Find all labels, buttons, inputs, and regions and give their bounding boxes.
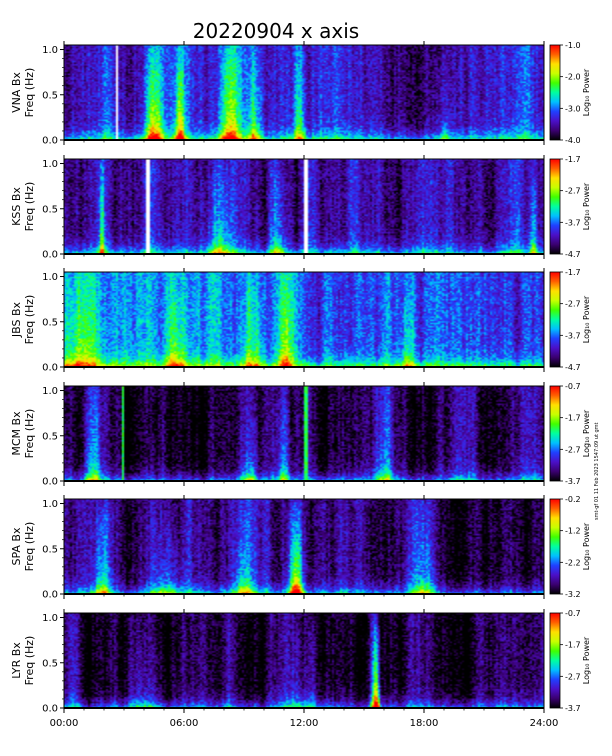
y-axis-label-station: KSS Bx xyxy=(10,187,23,226)
spectrogram-spa xyxy=(64,499,544,594)
colorbar-tick-label: -0.7 xyxy=(565,382,581,391)
x-tick-label: 18:00 xyxy=(410,718,439,729)
colorbar-tick-label: -1.2 xyxy=(565,527,581,536)
spectrogram-lyr xyxy=(64,613,544,708)
colorbar-tick-label: -3.7 xyxy=(565,331,581,340)
y-axis-label-freq: Freq (Hz) xyxy=(23,68,36,118)
colorbar-tick-label: -1.7 xyxy=(565,641,581,650)
y-tick-label: 1.0 xyxy=(42,386,58,397)
panel-mcm: 0.0 0.5 1.0 MCM Bx Freq (Hz) -0.7 -1.7 -2.7 -3.7… xyxy=(10,382,591,488)
colorbar-label: Log₁₀ Power xyxy=(582,636,591,684)
colorbar-tick-label: -2.2 xyxy=(565,558,581,567)
colorbar-tick-label: -3.2 xyxy=(565,590,581,599)
y-tick-label: 1.0 xyxy=(42,613,58,624)
panel-spa: 0.0 0.5 1.0 SPA Bx Freq (Hz) -0.2 -1.2 -2.2 -3.2… xyxy=(10,495,591,601)
spectrogram-mcm xyxy=(64,386,544,481)
colorbar-tick-label: -1.7 xyxy=(565,268,581,277)
x-tick-label: 24:00 xyxy=(530,718,559,729)
colorbar xyxy=(549,612,561,709)
x-tick-label: 12:00 xyxy=(290,718,319,729)
spectrogram-kss xyxy=(64,159,544,254)
y-tick-label: 0.5 xyxy=(42,204,58,215)
colorbar-tick-label: -3.7 xyxy=(565,477,581,486)
colorbar-tick-label: -2.7 xyxy=(565,187,581,196)
figure-title: 20220904 x axis xyxy=(193,19,359,43)
colorbar-tick-label: -1.7 xyxy=(565,414,581,423)
y-tick-label: 0.0 xyxy=(42,477,58,488)
colorbar-tick-label: -0.7 xyxy=(565,609,581,618)
colorbar-tick-label: -3.7 xyxy=(565,218,581,227)
colorbar xyxy=(549,44,561,141)
colorbar-label: Log₁₀ Power xyxy=(582,409,591,457)
y-tick-label: 1.0 xyxy=(42,499,58,510)
y-tick-label: 0.0 xyxy=(42,363,58,374)
y-tick-label: 0.5 xyxy=(42,544,58,555)
y-tick-label: 0.5 xyxy=(42,317,58,328)
colorbar xyxy=(549,271,561,368)
y-tick-label: 0.0 xyxy=(42,590,58,601)
y-axis-label-freq: Freq (Hz) xyxy=(23,522,36,572)
y-axis-label-freq: Freq (Hz) xyxy=(23,182,36,232)
panel-vna: 0.0 0.5 1.0 VNA Bx Freq (Hz) -1.0 -2.0 -3.0 -4.0… xyxy=(10,41,591,147)
colorbar-label: Log₁₀ Power xyxy=(582,182,591,230)
colorbar-tick-label: -1.0 xyxy=(565,41,581,50)
spectrogram-jbs xyxy=(64,272,544,367)
y-tick-label: 0.0 xyxy=(42,704,58,715)
y-axis-label-freq: Freq (Hz) xyxy=(23,636,36,686)
colorbar-tick-label: -3.7 xyxy=(565,704,581,713)
colorbar-label: Log₁₀ Power xyxy=(582,522,591,570)
y-tick-label: 1.0 xyxy=(42,45,58,56)
y-tick-label: 0.5 xyxy=(42,431,58,442)
y-tick-label: 0.0 xyxy=(42,136,58,147)
colorbar-tick-label: -2.7 xyxy=(565,672,581,681)
panel-lyr: 0.0 0.5 1.0 00:00 06:00 12:00 18:00 24:00 LYR Bx… xyxy=(10,609,591,729)
colorbar xyxy=(549,385,561,482)
panel-jbs: 0.0 0.5 1.0 JBS Bx Freq (Hz) -1.7 -2.7 -3.7 -4.7… xyxy=(10,268,591,374)
colorbar-tick-label: -4.0 xyxy=(565,136,581,145)
side-annotation: smt-gf 01 11 Feb 2023 1547:09 ut gmt xyxy=(594,422,600,520)
colorbar-label: Log₁₀ Power xyxy=(582,68,591,116)
colorbar-tick-label: -0.2 xyxy=(565,495,581,504)
y-axis-label-station: SPA Bx xyxy=(10,527,23,565)
y-axis-label-freq: Freq (Hz) xyxy=(23,295,36,345)
x-tick-label: 00:00 xyxy=(50,718,79,729)
y-tick-label: 1.0 xyxy=(42,272,58,283)
colorbar xyxy=(549,158,561,255)
y-tick-label: 0.5 xyxy=(42,658,58,669)
y-axis-label-freq: Freq (Hz) xyxy=(23,409,36,459)
colorbar-tick-label: -2.0 xyxy=(565,73,581,82)
y-axis-label-station: LYR Bx xyxy=(10,642,23,679)
colorbar-tick-label: -4.7 xyxy=(565,250,581,259)
colorbar-tick-label: -2.7 xyxy=(565,445,581,454)
x-tick-label: 06:00 xyxy=(170,718,199,729)
panel-kss: 0.0 0.5 1.0 KSS Bx Freq (Hz) -1.7 -2.7 -3.7 -4.7… xyxy=(10,155,591,261)
y-tick-label: 1.0 xyxy=(42,159,58,170)
y-tick-label: 0.0 xyxy=(42,250,58,261)
colorbar-tick-label: -2.7 xyxy=(565,300,581,309)
colorbar xyxy=(549,498,561,595)
y-axis-label-station: MCM Bx xyxy=(10,411,23,456)
colorbar-label: Log₁₀ Power xyxy=(582,295,591,343)
spectrogram-vna xyxy=(64,45,544,140)
y-axis-label-station: VNA Bx xyxy=(10,72,23,113)
colorbar-tick-label: -4.7 xyxy=(565,363,581,372)
y-tick-label: 0.5 xyxy=(42,90,58,101)
y-axis-label-station: JBS Bx xyxy=(10,301,23,338)
colorbar-tick-label: -1.7 xyxy=(565,155,581,164)
colorbar-tick-label: -3.0 xyxy=(565,104,581,113)
